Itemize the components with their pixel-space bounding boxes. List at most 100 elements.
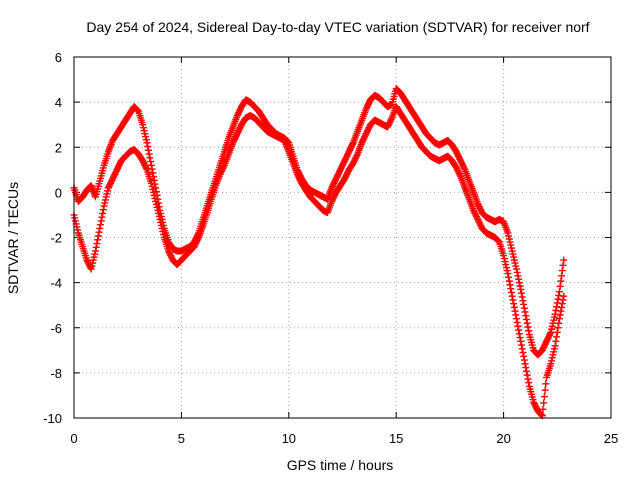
data-point — [510, 303, 518, 311]
data-point — [98, 213, 106, 221]
data-point — [514, 272, 522, 280]
data-point — [509, 296, 517, 304]
data-point — [145, 150, 153, 158]
data-point — [524, 375, 532, 383]
data-point — [553, 333, 561, 341]
data-point — [507, 285, 515, 293]
data-point — [97, 217, 105, 225]
data-point — [506, 281, 514, 289]
data-point — [99, 209, 107, 217]
data-point — [521, 360, 529, 368]
data-point — [537, 410, 545, 418]
data-point — [518, 289, 525, 297]
data-point — [541, 386, 549, 394]
data-point — [551, 310, 559, 318]
data-point — [99, 206, 107, 214]
data-point — [518, 341, 525, 349]
grid — [74, 57, 611, 418]
data-point — [520, 356, 528, 364]
data-point — [504, 270, 512, 278]
data-point — [508, 292, 516, 300]
data-point — [513, 318, 521, 326]
data-point — [505, 277, 513, 285]
data-point — [538, 411, 546, 419]
y-tick-label: -2 — [50, 231, 62, 246]
data-point — [553, 299, 561, 307]
data-point — [555, 288, 563, 296]
data-point — [387, 115, 395, 123]
data-point — [133, 106, 141, 114]
y-axis-label: SDTVAR / TECUs — [5, 182, 21, 294]
data-point — [96, 224, 104, 232]
data-point — [525, 327, 533, 335]
data-point — [144, 142, 152, 150]
data-point — [559, 296, 567, 304]
plot-frame — [73, 56, 612, 419]
data-point — [558, 272, 566, 280]
y-tick-label: 0 — [55, 185, 62, 200]
data-point — [515, 330, 523, 338]
data-point — [554, 324, 562, 332]
x-tick-label: 0 — [70, 431, 77, 446]
data-point — [512, 311, 520, 319]
x-tick-label: 10 — [282, 431, 296, 446]
data-point — [539, 405, 547, 413]
x-tick-label: 20 — [496, 431, 510, 446]
data-point — [147, 161, 155, 169]
data-point — [552, 306, 560, 314]
y-tick-label: 4 — [55, 95, 62, 110]
data-point — [523, 315, 531, 323]
data-point — [512, 315, 520, 323]
data-point — [525, 379, 533, 387]
y-tick-label: -8 — [50, 366, 62, 381]
data-point — [515, 326, 523, 334]
data-point — [513, 268, 521, 276]
data-point — [349, 140, 357, 148]
x-axis-label: GPS time / hours — [287, 457, 394, 473]
data-point — [144, 146, 152, 154]
data-point — [524, 323, 532, 331]
data-point — [560, 292, 568, 300]
data-point — [92, 243, 100, 251]
data-point — [521, 308, 529, 316]
data-point — [95, 228, 103, 236]
x-tick-label: 15 — [389, 431, 403, 446]
data-point — [520, 352, 528, 360]
data-point — [546, 330, 554, 338]
data-point — [149, 169, 157, 177]
data-point — [520, 304, 528, 312]
data-point — [522, 312, 530, 320]
data-point — [460, 164, 468, 172]
data-point — [147, 158, 155, 166]
data-point — [517, 285, 525, 293]
data-point — [494, 237, 502, 245]
data-point — [93, 240, 101, 248]
chart-title: Day 254 of 2024, Sidereal Day-to-day VTE… — [86, 19, 589, 35]
y-tick-label: -10 — [43, 411, 62, 426]
x-tick-label: 5 — [178, 431, 185, 446]
y-tick-label: -4 — [50, 276, 62, 291]
data-point — [516, 282, 524, 290]
data-point — [557, 307, 565, 315]
data-point — [560, 256, 568, 264]
data-point — [556, 282, 564, 290]
data-point — [146, 154, 154, 162]
data-point — [517, 337, 525, 345]
data-point — [558, 267, 566, 275]
data-series — [70, 103, 568, 420]
data-point — [353, 152, 361, 160]
data-point — [148, 165, 156, 173]
data-point — [518, 293, 526, 301]
data-point — [555, 319, 563, 327]
data-point — [505, 273, 513, 281]
data-point — [456, 171, 464, 179]
data-series — [70, 85, 568, 359]
data-point — [518, 345, 526, 353]
data-point — [556, 311, 564, 319]
data-point — [143, 139, 151, 147]
data-point — [523, 367, 531, 375]
data-point — [554, 295, 562, 303]
data-point — [553, 328, 561, 336]
data-point — [94, 236, 102, 244]
